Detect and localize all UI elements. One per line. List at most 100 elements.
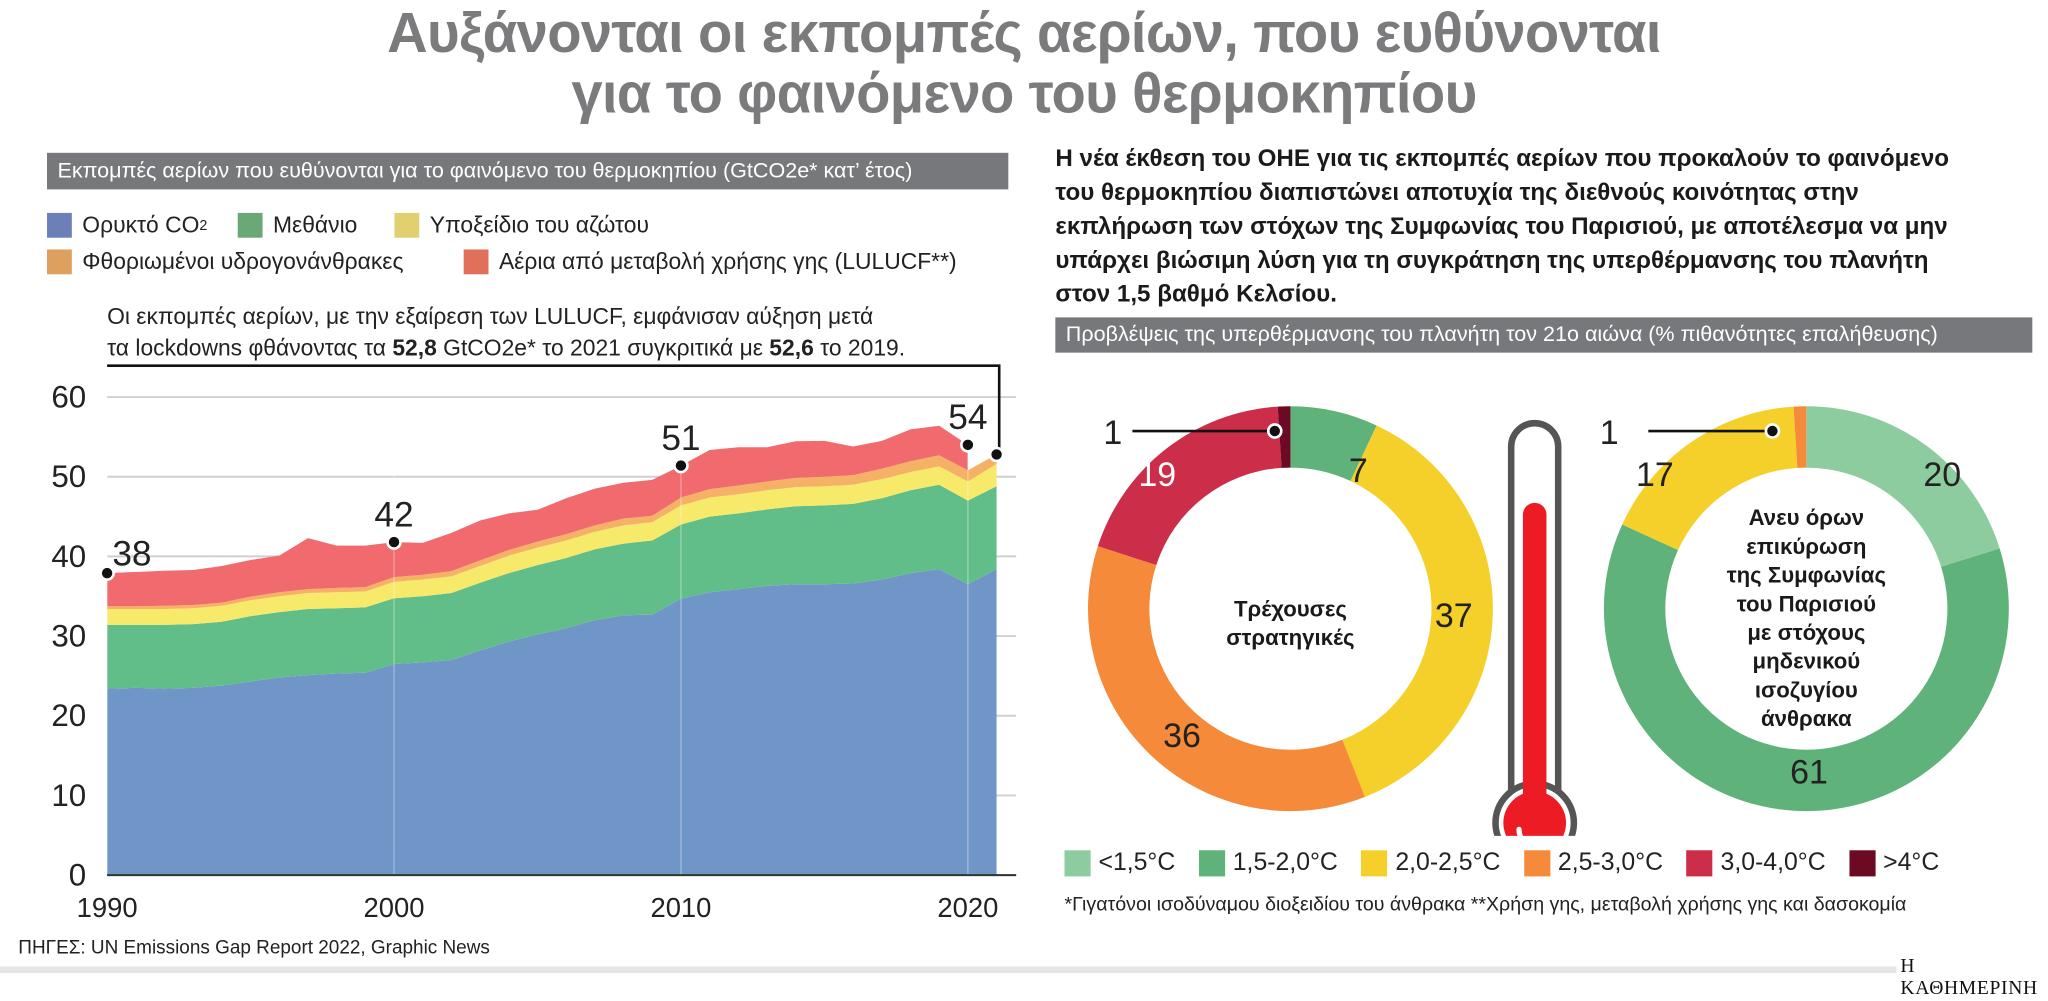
- data-label-2000: 42: [374, 495, 413, 534]
- legend-label: Φθοριωμένοι υδρογονάνθρακες: [82, 248, 404, 275]
- area-series-2: [107, 463, 997, 625]
- legend-swatch: [47, 249, 72, 275]
- legend-item-co2: Ορυκτό CO 2: [47, 212, 207, 239]
- legend-item-n2o: Υποξείδιο του αζώτου: [394, 212, 649, 239]
- summary-line: υπάρχει βιώσιμη λύση για τη συγκράτηση τ…: [1055, 245, 1929, 273]
- legend-label: 2,0-2,5°C: [1395, 848, 1501, 877]
- y-tick-label: 40: [51, 539, 86, 574]
- legend-swatch: [1198, 850, 1225, 877]
- footnote: *Γιγατόνοι ισοδύναμου διοξειδίου του άνθ…: [1064, 893, 1907, 916]
- emissions-area-chart: 0 10 20 30 40 50 60 1990 2000 2010 2020 38 42 51 54: [51, 364, 1017, 923]
- legend-swatch: [47, 212, 72, 238]
- donut2-slice-1: [1603, 524, 2009, 812]
- legend-swatch: [1361, 850, 1388, 877]
- summary-line: εκπλήρωση των στόχων της Συμφωνίας του Π…: [1055, 211, 1948, 240]
- data-point-2010: [673, 457, 689, 474]
- legend-swatch: [1064, 850, 1091, 877]
- donut2-slice-0: [1806, 406, 2000, 567]
- donut1-slice-3: [1097, 406, 1282, 566]
- donut2-center-label: ισοζυγίου: [1755, 677, 1858, 702]
- data-point-2000: [386, 534, 402, 550]
- data-label-2020: 54: [948, 398, 987, 437]
- donut2-slice-2: [1622, 406, 1798, 551]
- x-tick-label: 2010: [650, 892, 711, 923]
- legend-label-sub: 2: [199, 217, 208, 234]
- donut2-label-2: 17: [1636, 456, 1674, 494]
- y-tick-label: 60: [51, 380, 86, 415]
- donut1-leader-dot: [1266, 423, 1283, 439]
- legend-label: Αέρια από μεταβολή χρήσης γης (LULUCF**): [498, 248, 957, 275]
- annotation-value-2019: 52,6: [769, 334, 814, 361]
- source: ΠΗΓΕΣ: UN Emissions Gap Report 2022, Gra…: [18, 937, 490, 959]
- warming-donut-charts: 7 37 36 19 1 Τρέχουσες στρατηγικές 20 61 17 1 Ανευ …: [1087, 406, 2009, 836]
- temperature-legend-item: <1,5°C: [1064, 849, 1175, 878]
- donut1-label-4: 1: [1103, 414, 1122, 452]
- donut2-label-0: 20: [1923, 456, 1961, 494]
- y-tick-label: 30: [51, 619, 86, 654]
- donut1-slice-4: [1277, 406, 1291, 468]
- thermometer-highlight: [1516, 826, 1524, 836]
- donut2-center-label: του Παρισιού: [1737, 591, 1876, 616]
- data-point-2021: [988, 446, 1005, 463]
- x-tick-label: 1990: [77, 892, 138, 923]
- x-tick-label: 2020: [937, 892, 998, 923]
- data-label-2010: 51: [661, 419, 700, 458]
- donut2-center-label: Ανευ όρων: [1749, 505, 1865, 530]
- temperature-legend-item: 3,0-4,0°C: [1686, 849, 1826, 878]
- y-tick-label: 10: [51, 778, 86, 813]
- donut2-slice-3: [1793, 406, 1807, 468]
- donut2-center-label: της Συμφωνίας: [1727, 563, 1886, 588]
- donut1-slice-2: [1087, 546, 1365, 812]
- thermometer-bulb: [1503, 791, 1567, 836]
- legend-label: Μεθάνιο: [272, 211, 358, 238]
- title-line-2: για το φαινόμενο του θερμοκηπίου: [571, 62, 1477, 126]
- summary-line: Η νέα έκθεση του ΟΗΕ για τις εκπομπές αε…: [1055, 143, 1950, 172]
- emissions-chart-header: Εκπομπές αερίων που ευθύνονται για το φα…: [47, 152, 1009, 190]
- temperature-legend-item: 2,5-3,0°C: [1523, 848, 1664, 878]
- donut2-center-label: με στόχους: [1747, 620, 1865, 645]
- legend-swatch: [1849, 850, 1876, 877]
- thermometer-icon: [1492, 419, 1578, 836]
- legend-swatch: [237, 212, 263, 238]
- donut1-center-label: Τρέχουσες: [1234, 596, 1347, 621]
- summary-line: στον 1,5 βαθμό Κελσίου.: [1055, 279, 1337, 307]
- donut1-center-label: στρατηγικές: [1226, 625, 1354, 650]
- y-tick-label: 50: [51, 459, 86, 494]
- annotation-line-2: τα lockdowns φθάνοντας τα 52,8 GtCO2e* τ…: [107, 334, 905, 361]
- donut1-label-1: 37: [1435, 597, 1473, 635]
- summary-line: του θερμοκηπίου διαπιστώνει αποτυχία της…: [1055, 177, 1859, 206]
- annotation-text: GtCO2e* το 2021 συγκριτικά με: [436, 334, 770, 361]
- x-tick-label: 2000: [364, 892, 425, 923]
- footer-divider: [0, 966, 2018, 974]
- donut1-slice-0: [1290, 406, 1377, 482]
- warming-chart-header: Προβλέψεις της υπερθέρμανσης του πλανήτη…: [1055, 317, 2033, 353]
- data-point-1990: [99, 565, 115, 581]
- legend-label: 1,5-2,0°C: [1232, 848, 1338, 877]
- temperature-legend-item: >4°C: [1849, 849, 1939, 878]
- legend-item-methane: Μεθάνιο: [237, 211, 358, 239]
- legend-item-lulucf: Αέρια από μεταβολή χρήσης γης (LULUCF**): [463, 248, 957, 275]
- area-series-3: [107, 454, 997, 609]
- report-summary: Η νέα έκθεση του ΟΗΕ για τις εκπομπές αε…: [1055, 141, 2048, 311]
- legend-swatch: [1523, 850, 1551, 877]
- annotation-leader: [107, 364, 1001, 450]
- temperature-legend-item: 1,5-2,0°C: [1198, 848, 1338, 878]
- legend-label: 2,5-3,0°C: [1557, 848, 1664, 877]
- annotation-text: το 2019.: [813, 334, 906, 361]
- donut1-label-2: 36: [1163, 717, 1201, 755]
- data-label-1990: 38: [112, 534, 151, 573]
- donut2-label-3: 1: [1600, 414, 1619, 452]
- area-series-1: [107, 484, 997, 689]
- legend-label: >4°C: [1883, 848, 1940, 877]
- thermometer-mercury: [1522, 502, 1547, 830]
- area-series-0: [107, 569, 997, 876]
- donut1-label-3: 19: [1138, 456, 1176, 494]
- temperature-legend: <1,5°C 1,5-2,0°C 2,0-2,5°C 2,5-3,0°C 3,0-4,0…: [1064, 849, 1939, 878]
- annotation-text: τα lockdowns φθάνοντας τα: [107, 334, 393, 361]
- title-line-1: Αυξάνονται οι εκπομπές αερίων, που ευθύν…: [387, 2, 1661, 66]
- legend-swatch: [463, 249, 489, 275]
- donut2-label-1: 61: [1790, 754, 1828, 792]
- temperature-legend-item: 2,0-2,5°C: [1361, 849, 1500, 878]
- legend-label: Ορυκτό CO: [82, 211, 200, 238]
